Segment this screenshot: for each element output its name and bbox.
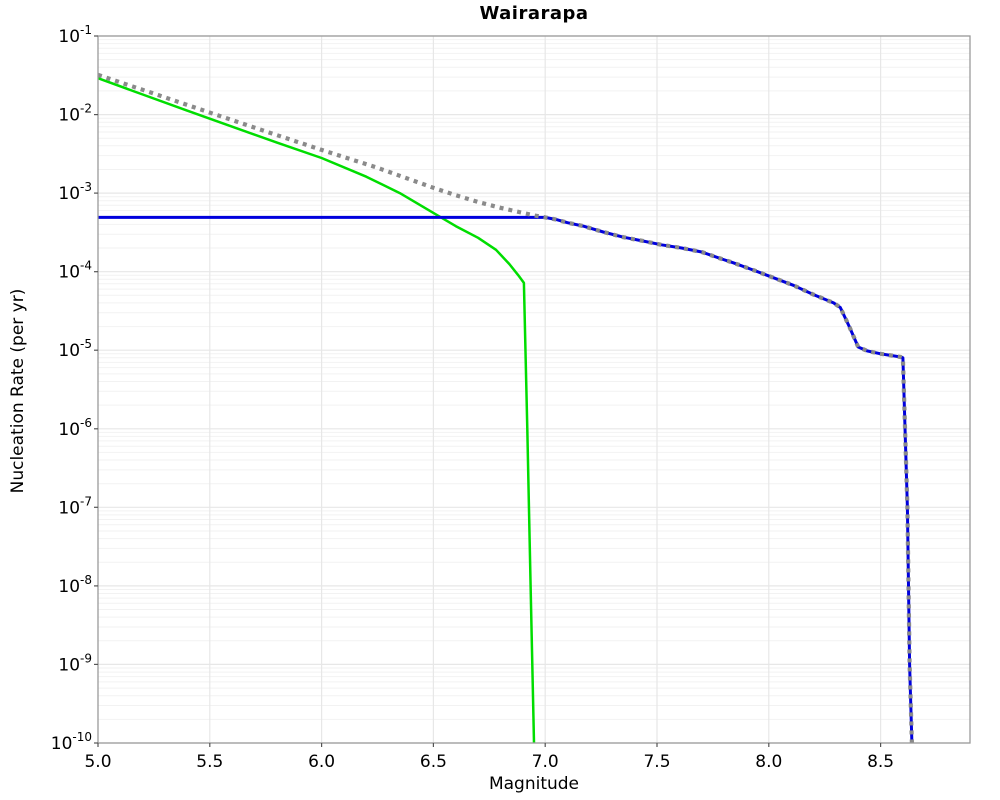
x-axis-tick-labels: 5.0 5.5 6.0 6.5 7.0 7.5 8.0 8.5 [84, 752, 894, 772]
tick-marks [94, 35, 882, 747]
y-tick-label: 10-9 [58, 651, 92, 675]
x-tick-label: 8.5 [867, 752, 894, 772]
x-tick-label: 8.0 [755, 752, 782, 772]
x-tick-label: 5.5 [196, 752, 223, 772]
series-green-curve [97, 77, 536, 744]
y-tick-label: 10-2 [58, 102, 92, 126]
y-tick-label: 10-8 [58, 573, 92, 597]
grid-major [98, 35, 970, 744]
x-tick-label: 7.5 [643, 752, 670, 772]
series-group [97, 72, 914, 744]
series-gray-dotted-curve [97, 72, 914, 744]
y-tick-label: 10-7 [58, 494, 92, 518]
y-tick-label: 10-1 [58, 23, 92, 47]
y-axis-tick-labels: 10-1 10-2 10-3 10-4 10-5 10-6 10-7 10-8 10-9 10-1… [51, 23, 92, 754]
plot-background [98, 36, 970, 743]
x-axis-label: Magnitude [488, 774, 580, 794]
x-tick-label: 5.0 [84, 752, 111, 772]
y-tick-label: 10-3 [58, 180, 92, 204]
chart-title: Wairarapa [479, 3, 589, 24]
x-tick-label: 7.0 [532, 752, 559, 772]
y-tick-label: 10-10 [51, 730, 92, 754]
x-tick-label: 6.0 [308, 752, 335, 772]
y-tick-label: 10-4 [58, 259, 92, 283]
grid-minor [98, 39, 970, 720]
y-tick-label: 10-6 [58, 416, 92, 440]
x-tick-label: 6.5 [420, 752, 447, 772]
plot-spines [97, 35, 971, 744]
y-tick-label: 10-5 [58, 337, 92, 361]
